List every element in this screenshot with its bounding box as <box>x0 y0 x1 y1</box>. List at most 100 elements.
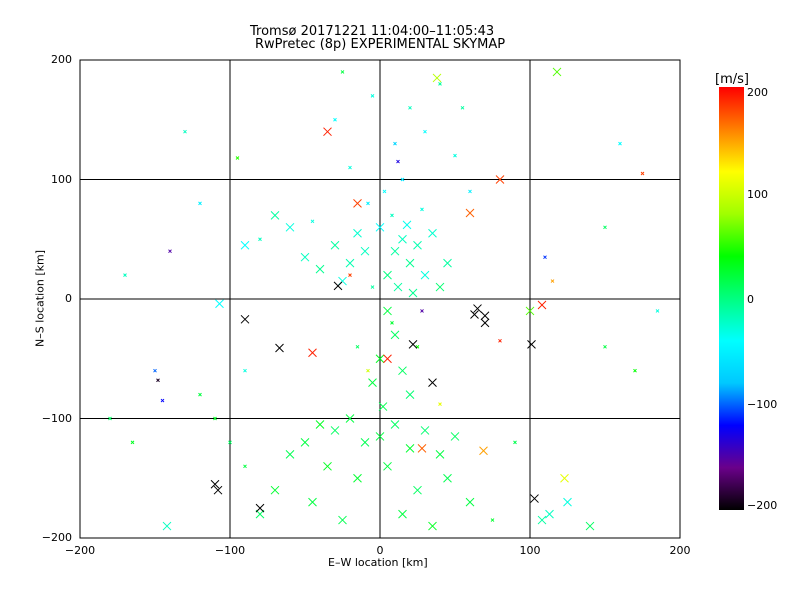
data-point <box>603 344 607 349</box>
data-point <box>330 426 340 435</box>
data-point <box>396 159 400 164</box>
colorbar-tick-label: 200 <box>747 86 768 99</box>
data-point <box>308 497 317 507</box>
data-point <box>345 414 355 423</box>
data-point <box>370 93 375 98</box>
data-point <box>473 304 482 313</box>
axis-ticks <box>79 59 681 539</box>
data-point <box>413 240 422 250</box>
data-point <box>402 220 412 230</box>
data-point <box>375 354 385 364</box>
data-point <box>366 368 370 373</box>
data-point <box>420 426 430 435</box>
data-point <box>470 310 479 319</box>
data-point <box>338 515 347 525</box>
data-point <box>198 201 202 206</box>
x-axis-label: E–W location [km] <box>328 556 428 569</box>
y-tick-label: −200 <box>41 531 72 544</box>
data-point <box>398 366 407 376</box>
data-point <box>360 438 370 447</box>
data-point <box>633 368 637 373</box>
data-point <box>640 171 645 176</box>
data-point <box>360 246 370 256</box>
data-point <box>383 306 392 316</box>
data-point <box>465 208 475 218</box>
data-point <box>428 378 437 388</box>
data-point <box>255 503 265 513</box>
data-point <box>408 340 418 349</box>
data-point <box>465 497 475 507</box>
data-point <box>390 213 394 218</box>
data-point <box>603 225 607 230</box>
data-point <box>366 201 370 206</box>
data-point <box>537 515 547 525</box>
data-point <box>479 446 488 456</box>
data-point <box>183 129 187 134</box>
data-point <box>240 240 250 250</box>
colorbar-tick-label: −100 <box>747 398 778 411</box>
data-point <box>460 105 465 110</box>
data-point <box>428 521 437 531</box>
data-point <box>417 444 427 453</box>
data-point <box>552 67 562 77</box>
data-point <box>393 141 397 146</box>
data-point <box>618 141 622 146</box>
data-point <box>450 432 460 441</box>
data-point <box>393 282 403 292</box>
data-point <box>162 521 172 531</box>
data-point <box>443 473 452 483</box>
y-tick-label: 200 <box>51 53 72 66</box>
data-point <box>383 354 392 364</box>
data-point <box>468 189 472 194</box>
data-point <box>243 368 247 373</box>
data-point <box>235 156 240 160</box>
data-point <box>378 402 388 411</box>
data-point <box>560 473 569 483</box>
data-point <box>333 281 343 291</box>
data-point <box>438 402 442 407</box>
colorbar-tick-label: 100 <box>747 188 768 201</box>
data-point <box>438 82 442 86</box>
data-point <box>210 479 220 489</box>
data-point <box>390 330 400 340</box>
x-tick-label: 200 <box>669 544 691 557</box>
data-point <box>308 348 317 358</box>
data-point <box>563 497 572 507</box>
data-point <box>432 73 442 83</box>
data-point <box>443 258 452 268</box>
data-point <box>315 420 325 429</box>
data-point <box>383 461 392 471</box>
data-point <box>585 521 595 531</box>
colorbar-tick-label: −200 <box>747 499 778 512</box>
data-point <box>490 518 495 522</box>
data-point <box>390 246 400 256</box>
data-point <box>240 314 250 324</box>
data-point <box>108 416 112 421</box>
chart-subtitle: RwPretec (8p) EXPERIMENTAL SKYMAP <box>255 37 506 52</box>
data-point <box>480 311 490 321</box>
data-point <box>655 309 660 313</box>
data-point <box>480 318 490 328</box>
data-point <box>156 378 160 383</box>
data-point <box>537 300 547 310</box>
data-point <box>153 368 157 373</box>
data-point <box>323 461 332 471</box>
data-point <box>213 416 217 421</box>
data-point <box>375 222 385 232</box>
data-point <box>333 117 337 122</box>
data-point <box>355 344 360 349</box>
data-point <box>530 494 539 503</box>
data-point <box>258 237 262 242</box>
data-point <box>353 199 362 208</box>
data-point <box>215 299 224 309</box>
data-point <box>435 449 445 459</box>
data-point <box>382 189 387 194</box>
data-point <box>383 270 392 280</box>
data-point <box>513 440 517 445</box>
data-point <box>527 340 536 349</box>
data-point <box>198 392 202 397</box>
data-point <box>413 485 422 495</box>
x-tick-label: 0 <box>376 544 384 557</box>
data-point <box>228 440 232 445</box>
